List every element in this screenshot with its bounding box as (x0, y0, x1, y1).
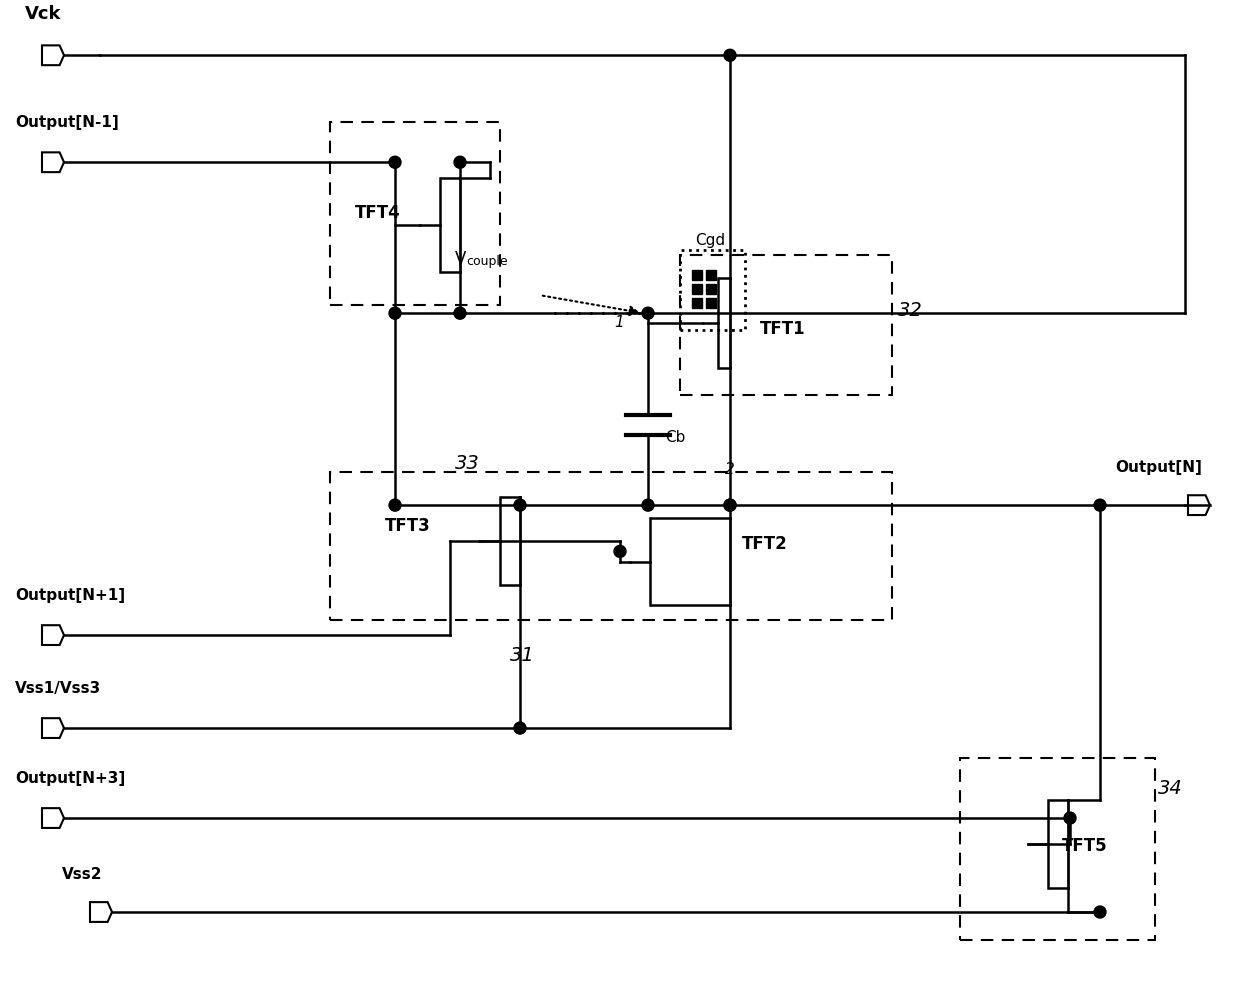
Text: Output[N-1]: Output[N-1] (15, 116, 119, 131)
Circle shape (515, 722, 526, 734)
Bar (330, 472, 892, 620)
Bar (692, 284, 702, 294)
Circle shape (614, 545, 626, 558)
Circle shape (389, 499, 401, 511)
Bar (692, 299, 702, 309)
Text: 1: 1 (614, 315, 624, 330)
Bar (680, 250, 745, 330)
Bar (330, 123, 500, 306)
Circle shape (389, 156, 401, 168)
Text: Vss2: Vss2 (62, 867, 103, 882)
Text: 2: 2 (725, 462, 735, 477)
Bar (692, 270, 702, 280)
Bar (960, 758, 1154, 940)
Text: 32: 32 (898, 302, 923, 320)
Text: Cb: Cb (665, 430, 686, 445)
Text: TFT5: TFT5 (1061, 837, 1107, 855)
Circle shape (642, 308, 653, 319)
Circle shape (454, 308, 466, 319)
Circle shape (1064, 812, 1076, 824)
Text: Output[N]: Output[N] (1115, 460, 1202, 475)
Bar (706, 299, 715, 309)
Text: 31: 31 (510, 646, 534, 665)
Text: TFT3: TFT3 (384, 517, 430, 535)
Text: couple: couple (466, 255, 507, 268)
Circle shape (724, 499, 737, 511)
Text: Vss1/Vss3: Vss1/Vss3 (15, 681, 102, 696)
Text: 33: 33 (455, 454, 480, 473)
Circle shape (454, 156, 466, 168)
Circle shape (724, 499, 737, 511)
Circle shape (1094, 499, 1106, 511)
Circle shape (515, 499, 526, 511)
Text: TFT2: TFT2 (742, 535, 787, 553)
Circle shape (1094, 906, 1106, 918)
Text: TFT1: TFT1 (760, 320, 806, 338)
Text: Output[N+3]: Output[N+3] (15, 771, 125, 786)
Text: 34: 34 (1158, 779, 1183, 798)
Text: V: V (455, 250, 466, 268)
Text: Cgd: Cgd (694, 233, 725, 248)
Text: TFT4: TFT4 (355, 204, 401, 223)
Text: Output[N+1]: Output[N+1] (15, 588, 125, 603)
Circle shape (724, 49, 737, 61)
Circle shape (642, 499, 653, 511)
Bar (706, 270, 715, 280)
Circle shape (389, 308, 401, 319)
Text: Vck: Vck (25, 5, 62, 24)
Bar (706, 284, 715, 294)
Bar (680, 255, 892, 396)
